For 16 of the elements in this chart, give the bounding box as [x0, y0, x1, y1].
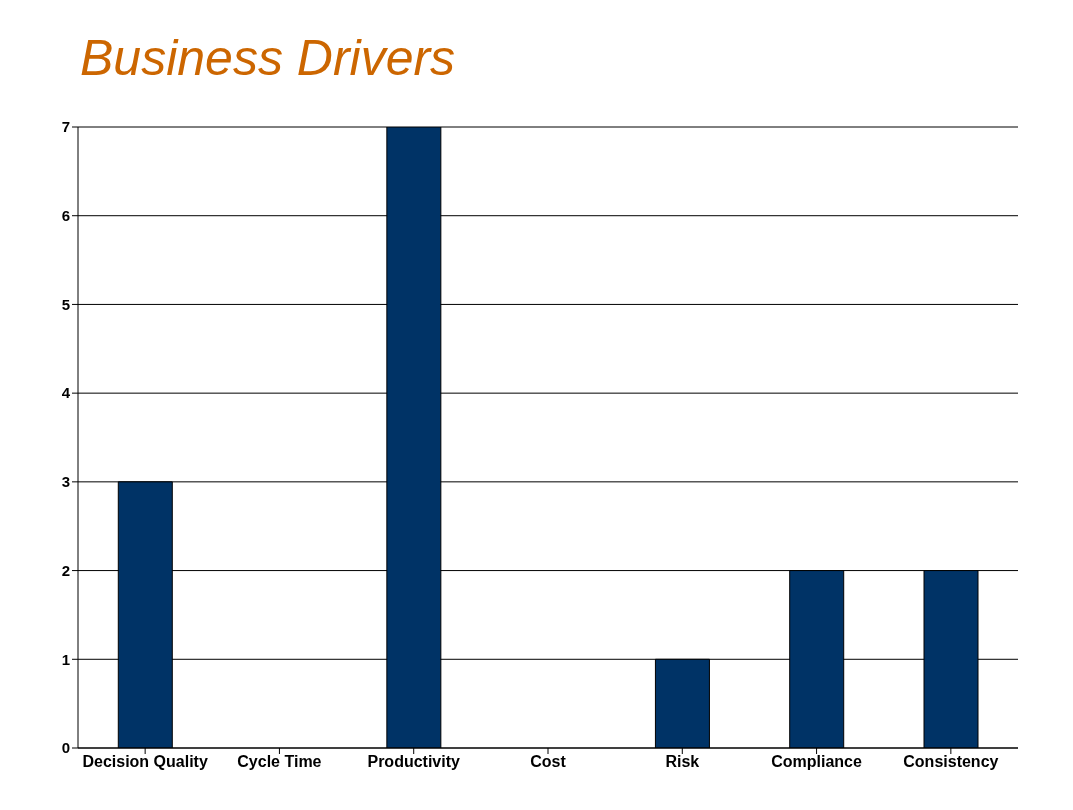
x-tick-label: Risk	[665, 753, 700, 771]
y-tick-label: 4	[61, 384, 71, 402]
y-tick-label: 0	[61, 739, 70, 757]
y-tick-label: 5	[61, 295, 70, 313]
x-tick-label: Cycle Time	[237, 753, 322, 771]
x-tick-label: Productivity	[367, 753, 461, 771]
x-tick-label: Compliance	[771, 753, 863, 771]
x-tick-label: Cost	[530, 753, 567, 771]
y-tick-label: 3	[61, 473, 70, 491]
chart-title: Business Drivers	[79, 29, 457, 88]
y-tick-label: 1	[61, 650, 70, 668]
x-tick-label: Consistency	[903, 753, 999, 771]
y-tick-label: 2	[61, 561, 70, 579]
y-tick-label: 7	[61, 118, 70, 136]
y-tick-label: 6	[61, 207, 70, 225]
x-tick-label: Decision Quality	[82, 753, 208, 771]
